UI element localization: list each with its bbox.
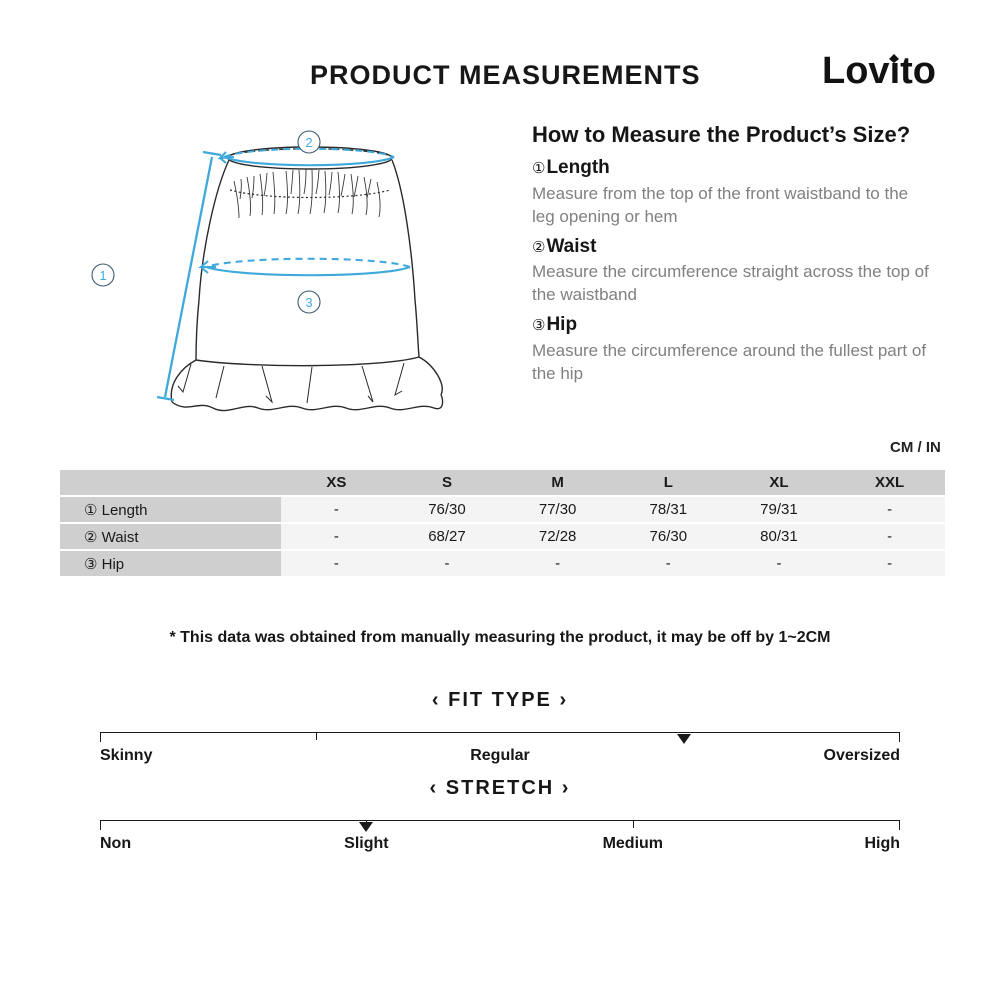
svg-text:2: 2: [305, 135, 312, 150]
svg-text:3: 3: [305, 295, 312, 310]
svg-text:1: 1: [99, 268, 106, 283]
